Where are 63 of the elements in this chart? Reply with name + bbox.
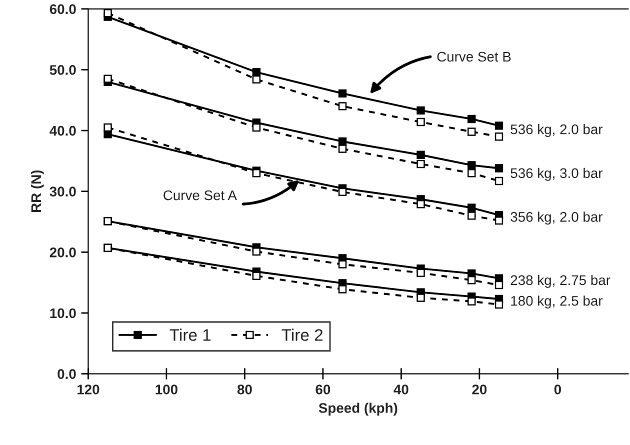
point [252, 169, 261, 178]
annotation: 536 kg, 2.0 bar [510, 124, 603, 138]
x-tick-label: 100 [156, 384, 178, 394]
y-tick-label: 40.0 [50, 126, 76, 136]
y-tick-label: 20.0 [50, 248, 76, 258]
point [252, 123, 261, 132]
point [494, 176, 504, 186]
annotation: 238 kg, 2.75 bar [510, 274, 610, 288]
point [468, 161, 476, 170]
point [494, 164, 504, 172]
y-tick-label: 30.0 [50, 186, 76, 197]
point [468, 297, 476, 306]
point [252, 68, 261, 76]
point [468, 204, 476, 212]
point [104, 130, 112, 138]
point [468, 276, 476, 284]
y-axis-title: RR (N) [30, 170, 44, 212]
point [416, 106, 425, 115]
point [416, 160, 425, 168]
legend-label: Tire 1 [170, 328, 211, 341]
point [416, 150, 425, 159]
x-tick-label: 60 [316, 384, 330, 394]
point [416, 200, 425, 208]
point [468, 128, 476, 136]
point [468, 169, 476, 178]
point [416, 268, 425, 277]
annotation: 536 kg, 3.0 bar [510, 168, 603, 181]
y-tick-label: 50.0 [50, 65, 76, 75]
annotation: Curve Set B [437, 52, 511, 62]
point [104, 123, 112, 132]
annotation: Curve Set A [164, 190, 237, 200]
point [468, 212, 476, 220]
point [104, 9, 112, 18]
point [252, 75, 261, 84]
x-axis-title: Speed (kph) [318, 402, 398, 416]
y-tick-label: 60.0 [50, 4, 76, 14]
point [252, 272, 261, 280]
point [494, 132, 504, 141]
y-tick-label: 10.0 [50, 308, 76, 318]
x-tick-label: 120 [77, 384, 100, 394]
x-tick-label: 0 [554, 384, 561, 394]
point [252, 247, 261, 256]
point [338, 144, 347, 153]
point [468, 114, 476, 124]
x-tick-label: 40 [394, 384, 408, 394]
y-tick-label: 0.0 [58, 369, 76, 379]
point [104, 74, 112, 83]
point [494, 280, 504, 290]
point [416, 118, 425, 126]
point [494, 122, 504, 130]
point [494, 216, 504, 225]
point [338, 89, 347, 98]
point [416, 294, 425, 302]
point [338, 285, 347, 294]
legend-label: Tire 2 [282, 328, 323, 341]
point [338, 260, 347, 268]
annotation: 356 kg, 2.0 bar [510, 212, 603, 225]
point [338, 188, 347, 196]
point [338, 102, 347, 110]
x-tick-label: 80 [237, 384, 252, 394]
annotation: 180 kg, 2.5 bar [511, 296, 603, 309]
x-tick-label: 20 [472, 384, 487, 394]
point [494, 300, 504, 309]
